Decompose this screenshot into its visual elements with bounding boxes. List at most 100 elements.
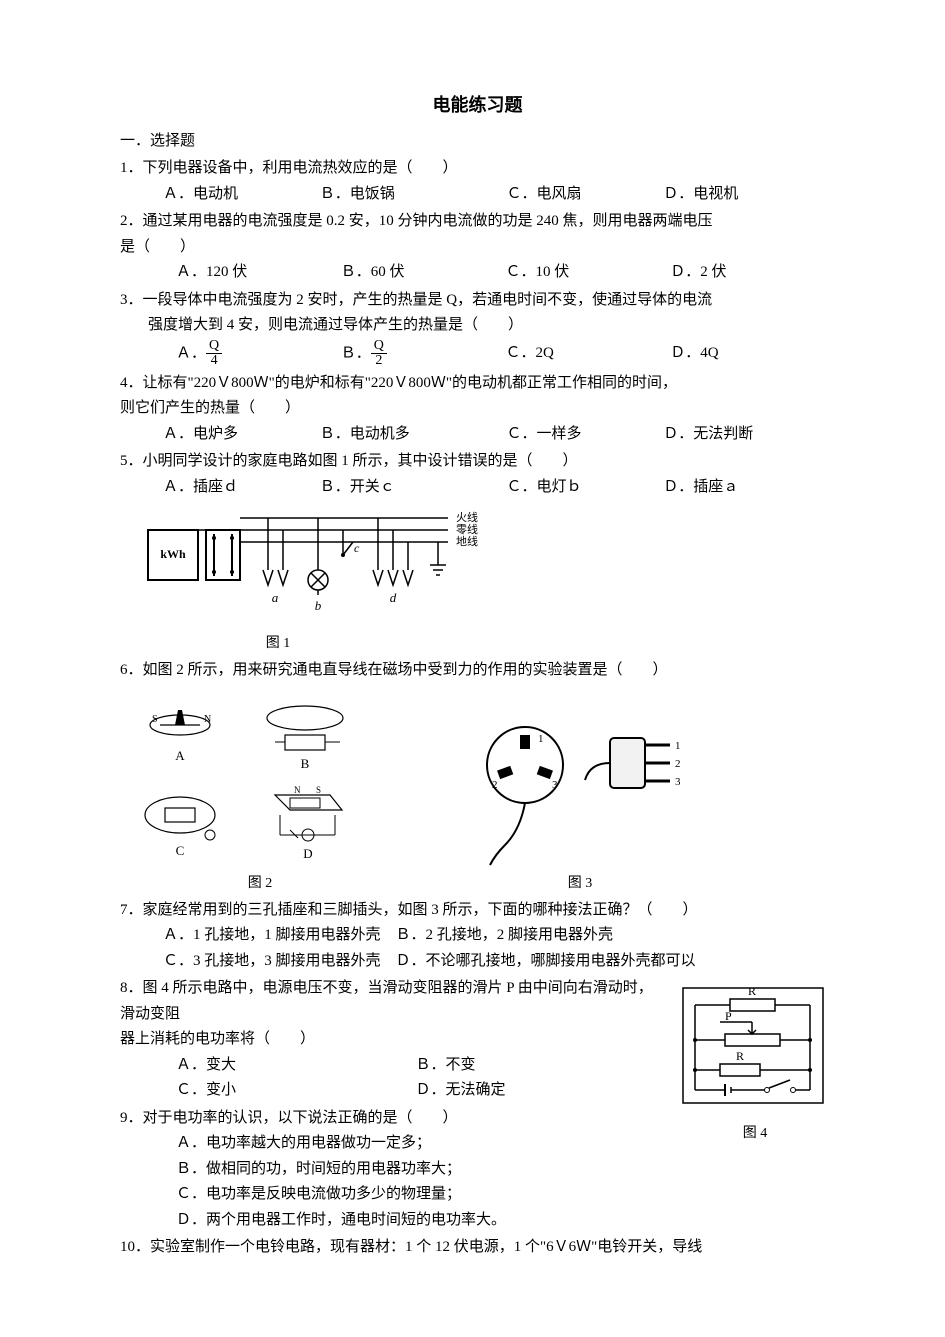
q3-opt-c: Ｃ．2Q	[506, 341, 671, 367]
question-5: 5．小明同学设计的家庭电路如图 1 所示，其中设计错误的是（ ） Ａ．插座ｄ Ｂ…	[120, 449, 835, 656]
svg-text:2: 2	[675, 758, 681, 770]
q2-opt-a: Ａ．120 伏	[176, 260, 341, 286]
q4-line1: 4．让标有"220Ｖ800Ｗ"的电炉和标有"220Ｖ800Ｗ"的电动机都正常工作…	[120, 371, 835, 397]
q10-text: 10．实验室制作一个电铃电路，现有器材：1 个 12 伏电源，1 个"6Ｖ6Ｗ"…	[120, 1235, 835, 1261]
section-heading: 一．选择题	[120, 129, 835, 155]
svg-text:地线: 地线	[456, 534, 478, 548]
q9-opt-b: Ｂ．做相同的功，时间短的用电器功率大；	[120, 1157, 655, 1183]
q3-opt-d: Ｄ．4Q	[670, 341, 835, 367]
figure-1: kWh 火线 零线 地线 a	[138, 500, 835, 656]
svg-text:1: 1	[538, 733, 544, 745]
q5-opt-b: Ｂ．开关ｃ	[320, 475, 492, 501]
q6-text: 6．如图 2 所示，用来研究通电直导线在磁场中受到力的作用的实验装置是（ ）	[120, 658, 835, 684]
q7-row2: Ｃ．3 孔接地，3 脚接用电器外壳 Ｄ．不论哪孔接地，哪脚接用电器外壳都可以	[120, 949, 835, 975]
q4-opt-b: Ｂ．电动机多	[320, 422, 492, 448]
svg-text:D: D	[303, 846, 312, 861]
q5-opt-d: Ｄ．插座ａ	[663, 475, 835, 501]
question-7: 7．家庭经常用到的三孔插座和三脚插头，如图 3 所示，下面的哪种接法正确？（ ）…	[120, 898, 835, 975]
figure-4: R P R	[675, 976, 835, 1235]
q7-opt-c: Ｃ．3 孔接地，3 脚接用电器外壳	[148, 953, 381, 969]
svg-text:3: 3	[675, 776, 681, 788]
svg-text:c: c	[354, 541, 360, 555]
q4-line2: 则它们产生的热量（ ）	[120, 396, 835, 422]
question-3: 3．一段导体中电流强度为 2 安时，产生的热量是 Q，若通电时间不变，使通过导体…	[120, 288, 835, 369]
q5-opt-a: Ａ．插座ｄ	[148, 475, 320, 501]
q4-opt-a: Ａ．电炉多	[148, 422, 320, 448]
q7-opt-d: Ｄ．不论哪孔接地，哪脚接用电器外壳都可以	[381, 953, 696, 969]
fig4-caption: 图 4	[675, 1122, 835, 1146]
svg-text:N: N	[294, 785, 301, 795]
question-1: 1．下列电器设备中，利用电流热效应的是（ ） Ａ．电动机 Ｂ．电饭锅 Ｃ．电风扇…	[120, 156, 835, 207]
svg-text:kWh: kWh	[160, 547, 186, 561]
question-10: 10．实验室制作一个电铃电路，现有器材：1 个 12 伏电源，1 个"6Ｖ6Ｗ"…	[120, 1235, 835, 1261]
figure-2: S N A B C N S	[130, 690, 390, 896]
q3-opt-a: Ａ．Q4	[176, 339, 341, 369]
q3-opt-b: Ｂ．Q2	[341, 339, 506, 369]
q8-opt-c: Ｃ．变小	[176, 1078, 416, 1104]
fig1-caption: 图 1	[138, 632, 418, 656]
q8-opt-d: Ｄ．无法确定	[416, 1078, 656, 1104]
svg-text:S: S	[152, 714, 158, 725]
q5-opt-c: Ｃ．电灯ｂ	[492, 475, 664, 501]
q3-line1: 3．一段导体中电流强度为 2 安时，产生的热量是 Q，若通电时间不变，使通过导体…	[120, 288, 835, 314]
q9-opt-d: Ｄ．两个用电器工作时，通电时间短的电功率大。	[120, 1208, 655, 1234]
figure-3: 1 2 3 1 2 3 图 3	[470, 710, 690, 896]
q1-opt-d: Ｄ．电视机	[663, 182, 835, 208]
svg-text:d: d	[390, 590, 397, 605]
fig2-caption: 图 2	[130, 872, 390, 896]
q8-line1: 8．图 4 所示电路中，电源电压不变，当滑动变阻器的滑片 P 由中间向右滑动时，…	[120, 976, 655, 1027]
svg-text:S: S	[316, 785, 321, 795]
q8-options-1: Ａ．变大 Ｂ．不变	[120, 1053, 655, 1079]
q1-opt-c: Ｃ．电风扇	[492, 182, 664, 208]
q8-opt-a: Ａ．变大	[176, 1053, 416, 1079]
question-9: 9．对于电功率的认识，以下说法正确的是（ ） Ａ．电功率越大的用电器做功一定多；…	[120, 1106, 655, 1234]
figure-2-3-row: S N A B C N S	[130, 690, 835, 896]
q1-opt-a: Ａ．电动机	[148, 182, 320, 208]
svg-text:A: A	[175, 748, 185, 763]
q7-row1: Ａ．1 孔接地，1 脚接用电器外壳 Ｂ．2 孔接地，2 脚接用电器外壳	[120, 923, 835, 949]
q1-options: Ａ．电动机 Ｂ．电饭锅 Ｃ．电风扇 Ｄ．电视机	[120, 182, 835, 208]
svg-text:零线: 零线	[456, 522, 478, 536]
q2-opt-c: Ｃ．10 伏	[506, 260, 671, 286]
svg-text:B: B	[301, 756, 310, 771]
question-8: 8．图 4 所示电路中，电源电压不变，当滑动变阻器的滑片 P 由中间向右滑动时，…	[120, 976, 655, 1104]
q7-text: 7．家庭经常用到的三孔插座和三脚插头，如图 3 所示，下面的哪种接法正确？（ ）	[120, 898, 835, 924]
q1-opt-b: Ｂ．电饭锅	[320, 182, 492, 208]
q1-text: 1．下列电器设备中，利用电流热效应的是（ ）	[120, 156, 835, 182]
q2-line2: 是（ ）	[120, 235, 835, 261]
q7-opt-b: Ｂ．2 孔接地，2 脚接用电器外壳	[381, 927, 614, 943]
svg-text:P: P	[725, 1009, 732, 1023]
q8-opt-b: Ｂ．不变	[416, 1053, 656, 1079]
q9-text: 9．对于电功率的认识，以下说法正确的是（ ）	[120, 1106, 655, 1132]
q7-opt-a: Ａ．1 孔接地，1 脚接用电器外壳	[148, 927, 381, 943]
q3-line2: 强度增大到 4 安，则电流通过导体产生的热量是（ ）	[120, 313, 835, 339]
q3-options: Ａ．Q4 Ｂ．Q2 Ｃ．2Q Ｄ．4Q	[120, 339, 835, 369]
svg-text:R: R	[748, 984, 756, 998]
question-2: 2．通过某用电器的电流强度是 0.2 安，10 分钟内电流做的功是 240 焦，…	[120, 209, 835, 286]
q4-options: Ａ．电炉多 Ｂ．电动机多 Ｃ．一样多 Ｄ．无法判断	[120, 422, 835, 448]
svg-text:2: 2	[492, 779, 498, 791]
svg-text:a: a	[272, 590, 279, 605]
svg-text:3: 3	[552, 779, 558, 791]
q2-options: Ａ．120 伏 Ｂ．60 伏 Ｃ．10 伏 Ｄ．2 伏	[120, 260, 835, 286]
fig3-caption: 图 3	[470, 872, 690, 896]
q2-opt-b: Ｂ．60 伏	[341, 260, 506, 286]
q2-opt-d: Ｄ．2 伏	[670, 260, 835, 286]
q8-line2: 器上消耗的电功率将（ ）	[120, 1027, 655, 1053]
svg-text:火线: 火线	[456, 510, 478, 524]
q8-options-2: Ｃ．变小 Ｄ．无法确定	[120, 1078, 655, 1104]
q5-text: 5．小明同学设计的家庭电路如图 1 所示，其中设计错误的是（ ）	[120, 449, 835, 475]
question-6: 6．如图 2 所示，用来研究通电直导线在磁场中受到力的作用的实验装置是（ ） S…	[120, 658, 835, 895]
svg-text:1: 1	[675, 740, 681, 752]
page-title: 电能练习题	[120, 90, 835, 121]
q9-opt-a: Ａ．电功率越大的用电器做功一定多；	[120, 1131, 655, 1157]
q5-options: Ａ．插座ｄ Ｂ．开关ｃ Ｃ．电灯ｂ Ｄ．插座ａ	[120, 475, 835, 501]
svg-text:b: b	[315, 598, 322, 613]
svg-text:N: N	[204, 714, 211, 725]
q9-opt-c: Ｃ．电功率是反映电流做功多少的物理量；	[120, 1182, 655, 1208]
question-4: 4．让标有"220Ｖ800Ｗ"的电炉和标有"220Ｖ800Ｗ"的电动机都正常工作…	[120, 371, 835, 448]
svg-text:C: C	[176, 843, 185, 858]
q2-line1: 2．通过某用电器的电流强度是 0.2 安，10 分钟内电流做的功是 240 焦，…	[120, 209, 835, 235]
q4-opt-d: Ｄ．无法判断	[663, 422, 835, 448]
q4-opt-c: Ｃ．一样多	[492, 422, 664, 448]
